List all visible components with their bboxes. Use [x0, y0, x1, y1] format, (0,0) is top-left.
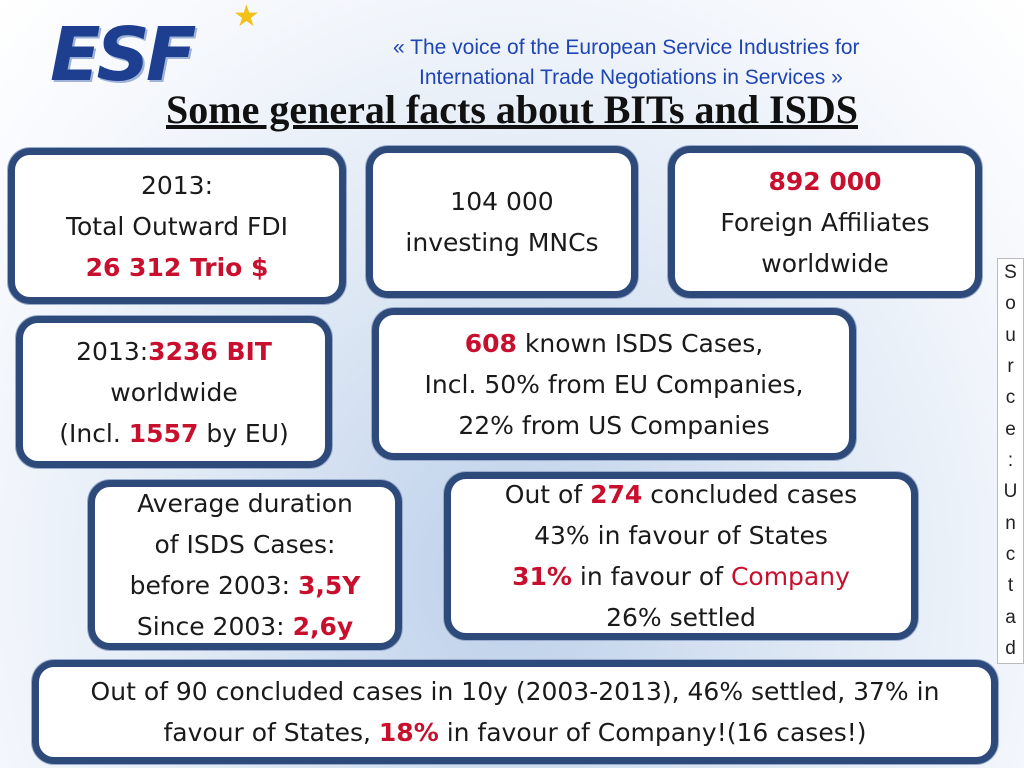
logo-text: ESF: [50, 12, 196, 98]
concluded-company-word: Company: [730, 562, 850, 591]
fact-box-isds: 608 known ISDS Cases, Incl. 50% from EU …: [372, 308, 856, 460]
mncs-label: investing MNCs: [405, 228, 599, 257]
tagline-line-1: « The voice of the European Service Indu…: [393, 36, 860, 59]
bit-count: 3236 BIT: [148, 336, 272, 366]
decade-states: favour of States,: [163, 718, 379, 747]
source-char: u: [1005, 324, 1016, 346]
decade-line-2: favour of States, 18% in favour of Compa…: [163, 712, 866, 753]
fact-box-decade: Out of 90 concluded cases in 10y (2003-2…: [32, 660, 998, 764]
fact-box-bit: 2013:3236 BIT worldwide (Incl. 1557 by E…: [16, 316, 332, 468]
affiliates-label: Foreign Affiliates: [720, 207, 930, 237]
source-char: r: [1007, 355, 1014, 377]
concluded-suffix: concluded cases: [642, 480, 858, 509]
fdi-label: Total Outward FDI: [65, 211, 289, 241]
bit-line-1: 2013:3236 BIT: [76, 331, 272, 372]
mncs-value: 104 000: [450, 187, 554, 216]
source-char: e: [1005, 418, 1016, 440]
source-char: d: [1005, 637, 1016, 659]
duration-before-value: 3,5Y: [298, 571, 361, 600]
source-char: t: [1007, 575, 1014, 597]
concluded-line-1: Out of 274 concluded cases: [505, 474, 857, 515]
concluded-company-share: 31%: [512, 562, 572, 591]
fact-box-mncs: 104 000 investing MNCs: [366, 146, 638, 298]
duration-title-2: of ISDS Cases:: [154, 530, 336, 559]
source-char: a: [1005, 606, 1016, 628]
source-label: S o u r c e : U n c t a d: [997, 258, 1024, 664]
decade-company-label: in favour of Company!(16 cases!): [438, 718, 867, 747]
fdi-year: 2013:: [140, 170, 214, 200]
concluded-prefix: Out of: [504, 480, 591, 509]
bit-year: 2013:: [76, 336, 149, 366]
bit-eu-count: 1557: [128, 418, 199, 448]
duration-title-1: Average duration: [137, 489, 353, 518]
bit-line-3: (Incl. 1557 by EU): [59, 413, 289, 454]
duration-before-label: before 2003:: [129, 571, 298, 600]
bit-incl-suffix: by EU): [198, 418, 289, 448]
duration-since: Since 2003: 2,6y: [137, 606, 353, 647]
fact-box-concluded: Out of 274 concluded cases 43% in favour…: [444, 472, 918, 640]
source-char: c: [1005, 543, 1016, 565]
isds-label: known ISDS Cases,: [516, 328, 764, 358]
isds-us-share: 22% from US Companies: [458, 410, 770, 440]
concluded-settled: 26% settled: [606, 603, 756, 632]
bit-scope: worldwide: [110, 377, 238, 407]
tagline-line-2: International Trade Negotiations in Serv…: [419, 66, 843, 89]
concluded-states: 43% in favour of States: [534, 521, 828, 550]
duration-since-value: 2,6y: [292, 612, 354, 641]
star-icon: ★: [233, 0, 260, 33]
bit-incl-prefix: (Incl.: [59, 418, 129, 448]
decade-company-share: 18%: [378, 718, 439, 747]
concluded-company: 31% in favour of Company: [512, 556, 850, 597]
isds-line-1: 608 known ISDS Cases,: [465, 323, 763, 364]
page-title: Some general facts about BITs and ISDS: [166, 87, 858, 132]
fdi-value: 26 312 Trio $: [85, 252, 269, 282]
decade-line-1: Out of 90 concluded cases in 10y (2003-2…: [90, 677, 940, 706]
isds-eu-share: Incl. 50% from EU Companies,: [424, 369, 804, 399]
isds-count: 608: [464, 328, 517, 358]
tagline: « The voice of the European Service Indu…: [393, 33, 1013, 93]
fact-box-affiliates: 892 000 Foreign Affiliates worldwide: [668, 146, 982, 298]
source-char: n: [1005, 512, 1016, 534]
concluded-company-label: in favour of: [571, 562, 731, 591]
esf-logo: ESF ★: [50, 0, 260, 99]
source-char: U: [1003, 481, 1018, 503]
duration-before: before 2003: 3,5Y: [130, 565, 361, 606]
source-char: :: [1007, 449, 1014, 471]
concluded-count: 274: [590, 480, 643, 509]
affiliates-value: 892 000: [768, 166, 882, 196]
fact-box-duration: Average duration of ISDS Cases: before 2…: [88, 480, 402, 650]
affiliates-scope: worldwide: [761, 248, 889, 278]
source-char: o: [1005, 293, 1016, 315]
duration-since-label: Since 2003:: [136, 612, 293, 641]
source-char: c: [1005, 387, 1016, 409]
source-char: S: [1004, 262, 1017, 283]
fact-box-fdi: 2013: Total Outward FDI 26 312 Trio $: [8, 148, 346, 304]
